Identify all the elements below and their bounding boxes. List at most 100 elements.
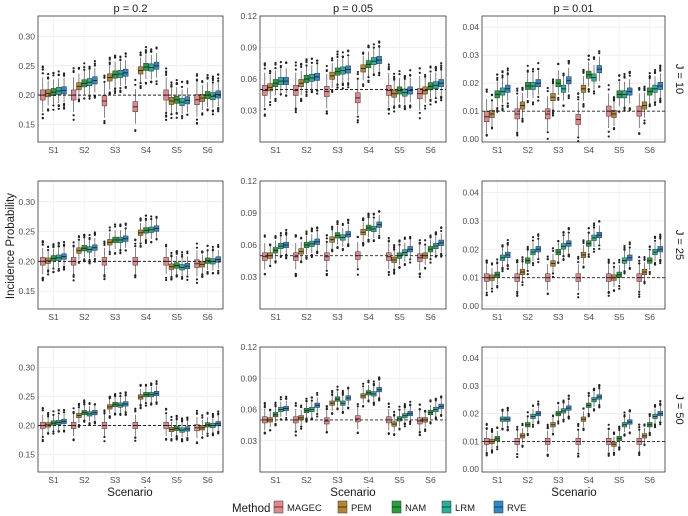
outlier-point <box>263 63 266 66</box>
outlier-point <box>180 276 184 279</box>
outlier-point <box>409 105 412 108</box>
outlier-point <box>607 452 610 456</box>
box <box>555 239 561 265</box>
box <box>123 391 129 416</box>
y-tick-label: 0.09 <box>240 43 257 53</box>
outlier-point <box>551 247 555 250</box>
box <box>627 409 633 435</box>
x-tick-label: S3 <box>553 475 564 485</box>
outlier-point <box>170 275 173 279</box>
x-tick-label: S6 <box>645 145 656 155</box>
outlier-point <box>506 425 509 429</box>
outlier-point <box>372 383 375 386</box>
box <box>641 85 648 125</box>
x-tick-label: S4 <box>141 145 152 155</box>
outlier-point <box>180 438 184 441</box>
outlier-point <box>62 408 66 412</box>
outlier-point <box>378 45 381 48</box>
outlier-point <box>403 263 406 267</box>
outlier-point <box>139 217 142 220</box>
outlier-point <box>170 418 173 422</box>
box <box>314 59 320 95</box>
outlier-point <box>587 392 590 395</box>
panel-border <box>481 346 666 473</box>
box <box>123 222 129 252</box>
box <box>391 244 397 275</box>
outlier-point <box>124 55 127 58</box>
outlier-point <box>628 243 631 246</box>
outlier-point <box>217 107 220 110</box>
outlier-point <box>285 233 288 236</box>
outlier-point <box>638 428 641 431</box>
outlier-point <box>521 445 524 448</box>
outlier-point <box>103 410 106 414</box>
box <box>137 383 144 410</box>
outlier-point <box>516 452 519 456</box>
outlier-point <box>643 85 646 88</box>
outlier-point <box>587 54 590 57</box>
outlier-point <box>336 220 339 223</box>
outlier-point <box>648 248 651 251</box>
outlier-point <box>501 70 504 73</box>
outlier-point <box>521 422 524 426</box>
outlier-point <box>206 411 209 414</box>
outlier-point <box>124 227 127 230</box>
outlier-point <box>62 411 66 414</box>
outlier-point <box>424 73 427 77</box>
outlier-point <box>612 451 616 454</box>
box <box>92 231 98 263</box>
outlier-point <box>592 222 596 225</box>
outlier-point <box>72 69 75 73</box>
x-tick-label: S6 <box>425 312 436 322</box>
outlier-point <box>77 66 81 70</box>
box <box>627 70 633 112</box>
outlier-point <box>134 129 137 132</box>
outlier-point <box>195 281 199 284</box>
outlier-point <box>516 131 519 134</box>
outlier-point <box>72 279 75 282</box>
outlier-point <box>598 244 601 247</box>
x-tick-label: S6 <box>202 312 213 322</box>
box <box>407 400 413 426</box>
x-tick-label: S2 <box>301 145 312 155</box>
outlier-point <box>356 268 359 271</box>
outlier-point <box>367 80 370 84</box>
outlier-point <box>41 66 44 69</box>
outlier-point <box>496 109 499 112</box>
legend-label: PEM <box>351 503 372 514</box>
outlier-point <box>587 412 590 415</box>
box <box>92 59 98 99</box>
box <box>535 233 541 264</box>
outlier-point <box>546 292 549 296</box>
outlier-point <box>367 45 370 49</box>
outlier-point <box>331 249 334 252</box>
outlier-point <box>165 278 168 282</box>
outlier-point <box>83 403 86 406</box>
x-tick-label: S3 <box>110 145 121 155</box>
outlier-point <box>418 239 421 242</box>
outlier-point <box>155 382 158 386</box>
box <box>505 67 511 108</box>
outlier-point <box>398 405 401 408</box>
outlier-point <box>526 273 529 276</box>
outlier-point <box>643 257 646 261</box>
box <box>566 59 572 100</box>
outlier-point <box>155 402 158 405</box>
outlier-point <box>393 105 396 108</box>
outlier-point <box>263 402 266 405</box>
outlier-point <box>643 119 646 122</box>
y-tick-label: 0.02 <box>462 78 479 88</box>
outlier-point <box>418 71 421 74</box>
outlier-point <box>440 253 443 256</box>
box <box>204 411 211 437</box>
outlier-point <box>336 246 339 250</box>
outlier-point <box>653 103 657 106</box>
outlier-point <box>440 414 443 417</box>
outlier-point <box>170 251 173 254</box>
outlier-point <box>72 118 75 121</box>
facet-panel: 0.03 0.06 0.09 0.12 S1 S2 S3 S4 S5 S6 <box>240 176 447 322</box>
outlier-point <box>263 67 266 70</box>
outlier-point <box>434 399 437 402</box>
box <box>143 45 149 85</box>
outlier-point <box>612 96 616 99</box>
